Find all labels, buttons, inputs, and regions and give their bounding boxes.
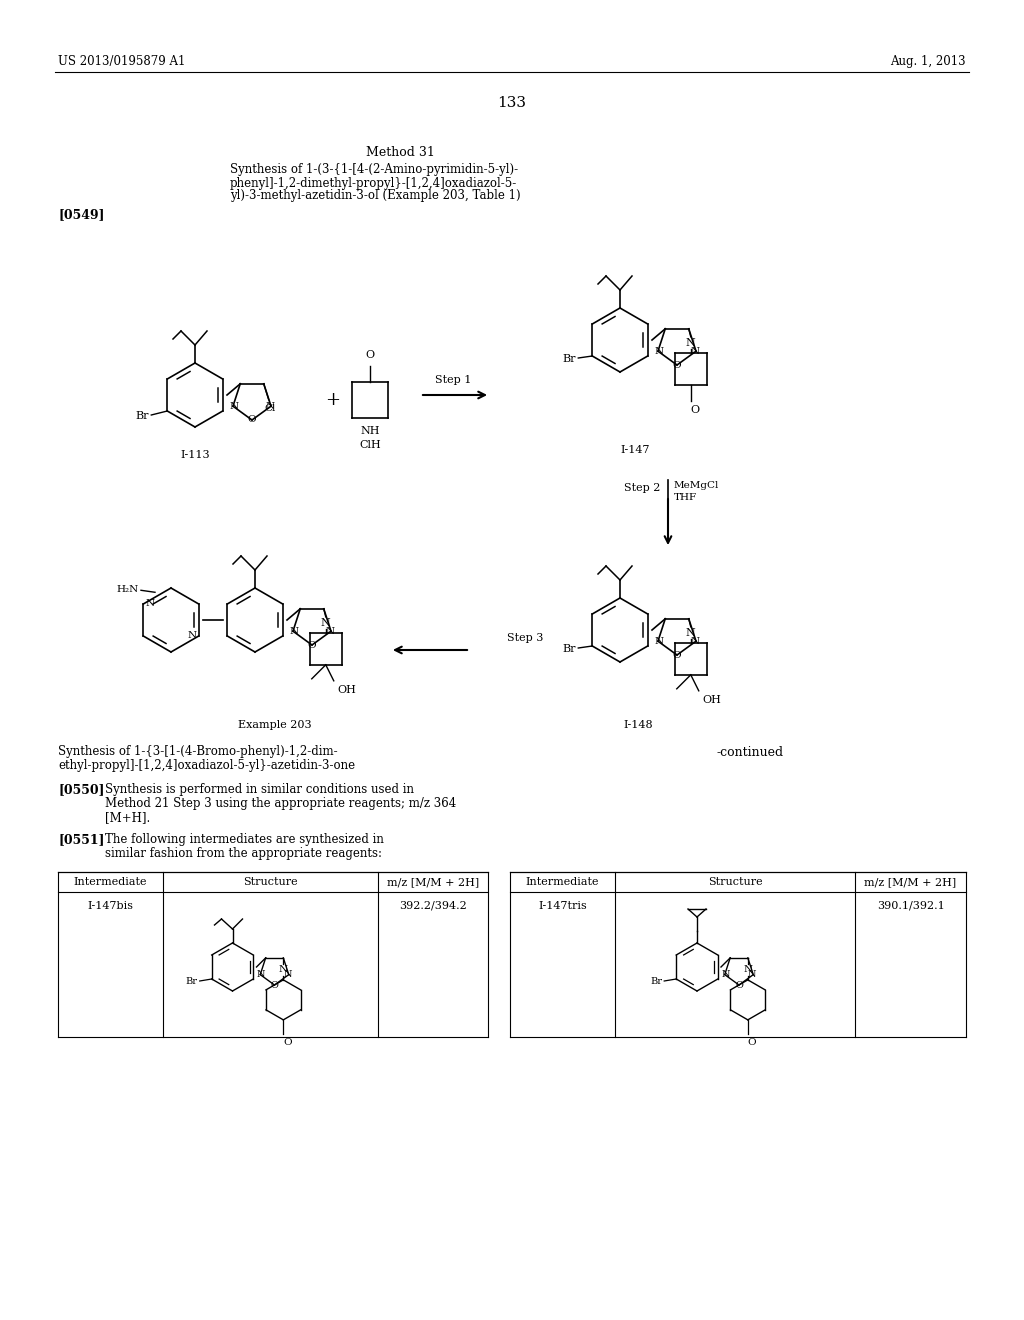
Text: Synthesis is performed in similar conditions used in: Synthesis is performed in similar condit… xyxy=(105,784,414,796)
Text: OH: OH xyxy=(702,694,722,705)
Text: O: O xyxy=(673,360,681,370)
Text: O: O xyxy=(270,981,279,990)
Text: 133: 133 xyxy=(498,96,526,110)
Text: N: N xyxy=(743,965,753,974)
Text: N: N xyxy=(686,338,695,347)
Text: N: N xyxy=(654,347,664,355)
Text: I-148: I-148 xyxy=(624,719,653,730)
Text: N: N xyxy=(290,627,299,636)
Text: I-113: I-113 xyxy=(180,450,210,459)
Text: N: N xyxy=(686,628,695,638)
Text: US 2013/0195879 A1: US 2013/0195879 A1 xyxy=(58,55,185,69)
Text: Br: Br xyxy=(563,354,577,364)
Text: -continued: -continued xyxy=(717,746,783,759)
Text: N: N xyxy=(690,636,699,645)
Text: N: N xyxy=(145,599,155,609)
Text: O: O xyxy=(673,651,681,660)
Text: THF: THF xyxy=(674,494,697,503)
Text: Br: Br xyxy=(185,978,198,986)
Text: Step 3: Step 3 xyxy=(507,634,543,643)
Text: [M+H].: [M+H]. xyxy=(105,812,151,825)
Text: Br: Br xyxy=(136,411,150,421)
Text: NH: NH xyxy=(360,426,380,436)
Text: N: N xyxy=(722,970,730,979)
Text: ethyl-propyl]-[1,2,4]oxadiazol-5-yl}-azetidin-3-one: ethyl-propyl]-[1,2,4]oxadiazol-5-yl}-aze… xyxy=(58,759,355,772)
Text: Example 203: Example 203 xyxy=(239,719,312,730)
Text: phenyl]-1,2-dimethyl-propyl}-[1,2,4]oxadiazol-5-: phenyl]-1,2-dimethyl-propyl}-[1,2,4]oxad… xyxy=(230,177,517,190)
Text: O: O xyxy=(690,405,699,414)
Text: I-147bis: I-147bis xyxy=(87,902,133,911)
Text: 390.1/392.1: 390.1/392.1 xyxy=(877,902,944,911)
Text: ClH: ClH xyxy=(359,440,381,450)
Text: I-147tris: I-147tris xyxy=(539,902,587,911)
Text: Step 2: Step 2 xyxy=(624,483,660,492)
Text: Intermediate: Intermediate xyxy=(525,876,599,887)
Text: Method 31: Method 31 xyxy=(366,145,434,158)
Text: Synthesis of 1-{3-[1-(4-Bromo-phenyl)-1,2-dim-: Synthesis of 1-{3-[1-(4-Bromo-phenyl)-1,… xyxy=(58,746,338,759)
Text: The following intermediates are synthesized in: The following intermediates are synthesi… xyxy=(105,833,384,846)
Text: H₂N: H₂N xyxy=(117,585,139,594)
Text: N: N xyxy=(279,965,288,974)
Text: MeMgCl: MeMgCl xyxy=(674,480,720,490)
Text: N: N xyxy=(265,401,274,411)
Text: N: N xyxy=(321,618,331,628)
Text: O: O xyxy=(366,350,375,360)
Text: [0551]: [0551] xyxy=(58,833,104,846)
Text: Aug. 1, 2013: Aug. 1, 2013 xyxy=(891,55,966,69)
Text: N: N xyxy=(229,401,239,411)
Text: m/z [M/M + 2H]: m/z [M/M + 2H] xyxy=(864,876,956,887)
Text: N: N xyxy=(187,631,197,640)
Text: +: + xyxy=(326,391,341,409)
Text: O: O xyxy=(248,416,256,425)
Text: Br: Br xyxy=(650,978,663,986)
Text: Intermediate: Intermediate xyxy=(74,876,147,887)
Text: Step 1: Step 1 xyxy=(435,375,471,385)
Text: N: N xyxy=(690,347,699,355)
Text: Structure: Structure xyxy=(708,876,762,887)
Text: [0549]: [0549] xyxy=(58,209,104,222)
Text: N: N xyxy=(257,970,265,979)
Text: N: N xyxy=(748,970,757,979)
Text: O: O xyxy=(307,640,316,649)
Text: N: N xyxy=(654,636,664,645)
Text: N: N xyxy=(326,627,335,636)
Text: m/z [M/M + 2H]: m/z [M/M + 2H] xyxy=(387,876,479,887)
Text: yl)-3-methyl-azetidin-3-ol (Example 203, Table 1): yl)-3-methyl-azetidin-3-ol (Example 203,… xyxy=(230,190,520,202)
Text: 392.2/394.2: 392.2/394.2 xyxy=(399,902,467,911)
Text: O: O xyxy=(748,1038,756,1047)
Text: Synthesis of 1-(3-{1-[4-(2-Amino-pyrimidin-5-yl)-: Synthesis of 1-(3-{1-[4-(2-Amino-pyrimid… xyxy=(230,164,518,177)
Text: [0550]: [0550] xyxy=(58,784,104,796)
Text: O: O xyxy=(283,1038,292,1047)
Text: O: O xyxy=(735,981,743,990)
Text: N: N xyxy=(284,970,292,979)
Text: Structure: Structure xyxy=(243,876,298,887)
Text: Br: Br xyxy=(563,644,577,653)
Text: OH: OH xyxy=(338,685,356,694)
Text: Cl: Cl xyxy=(264,404,275,413)
Text: similar fashion from the appropriate reagents:: similar fashion from the appropriate rea… xyxy=(105,847,382,861)
Text: Method 21 Step 3 using the appropriate reagents; m/z 364: Method 21 Step 3 using the appropriate r… xyxy=(105,797,457,810)
Text: I-147: I-147 xyxy=(621,445,650,455)
